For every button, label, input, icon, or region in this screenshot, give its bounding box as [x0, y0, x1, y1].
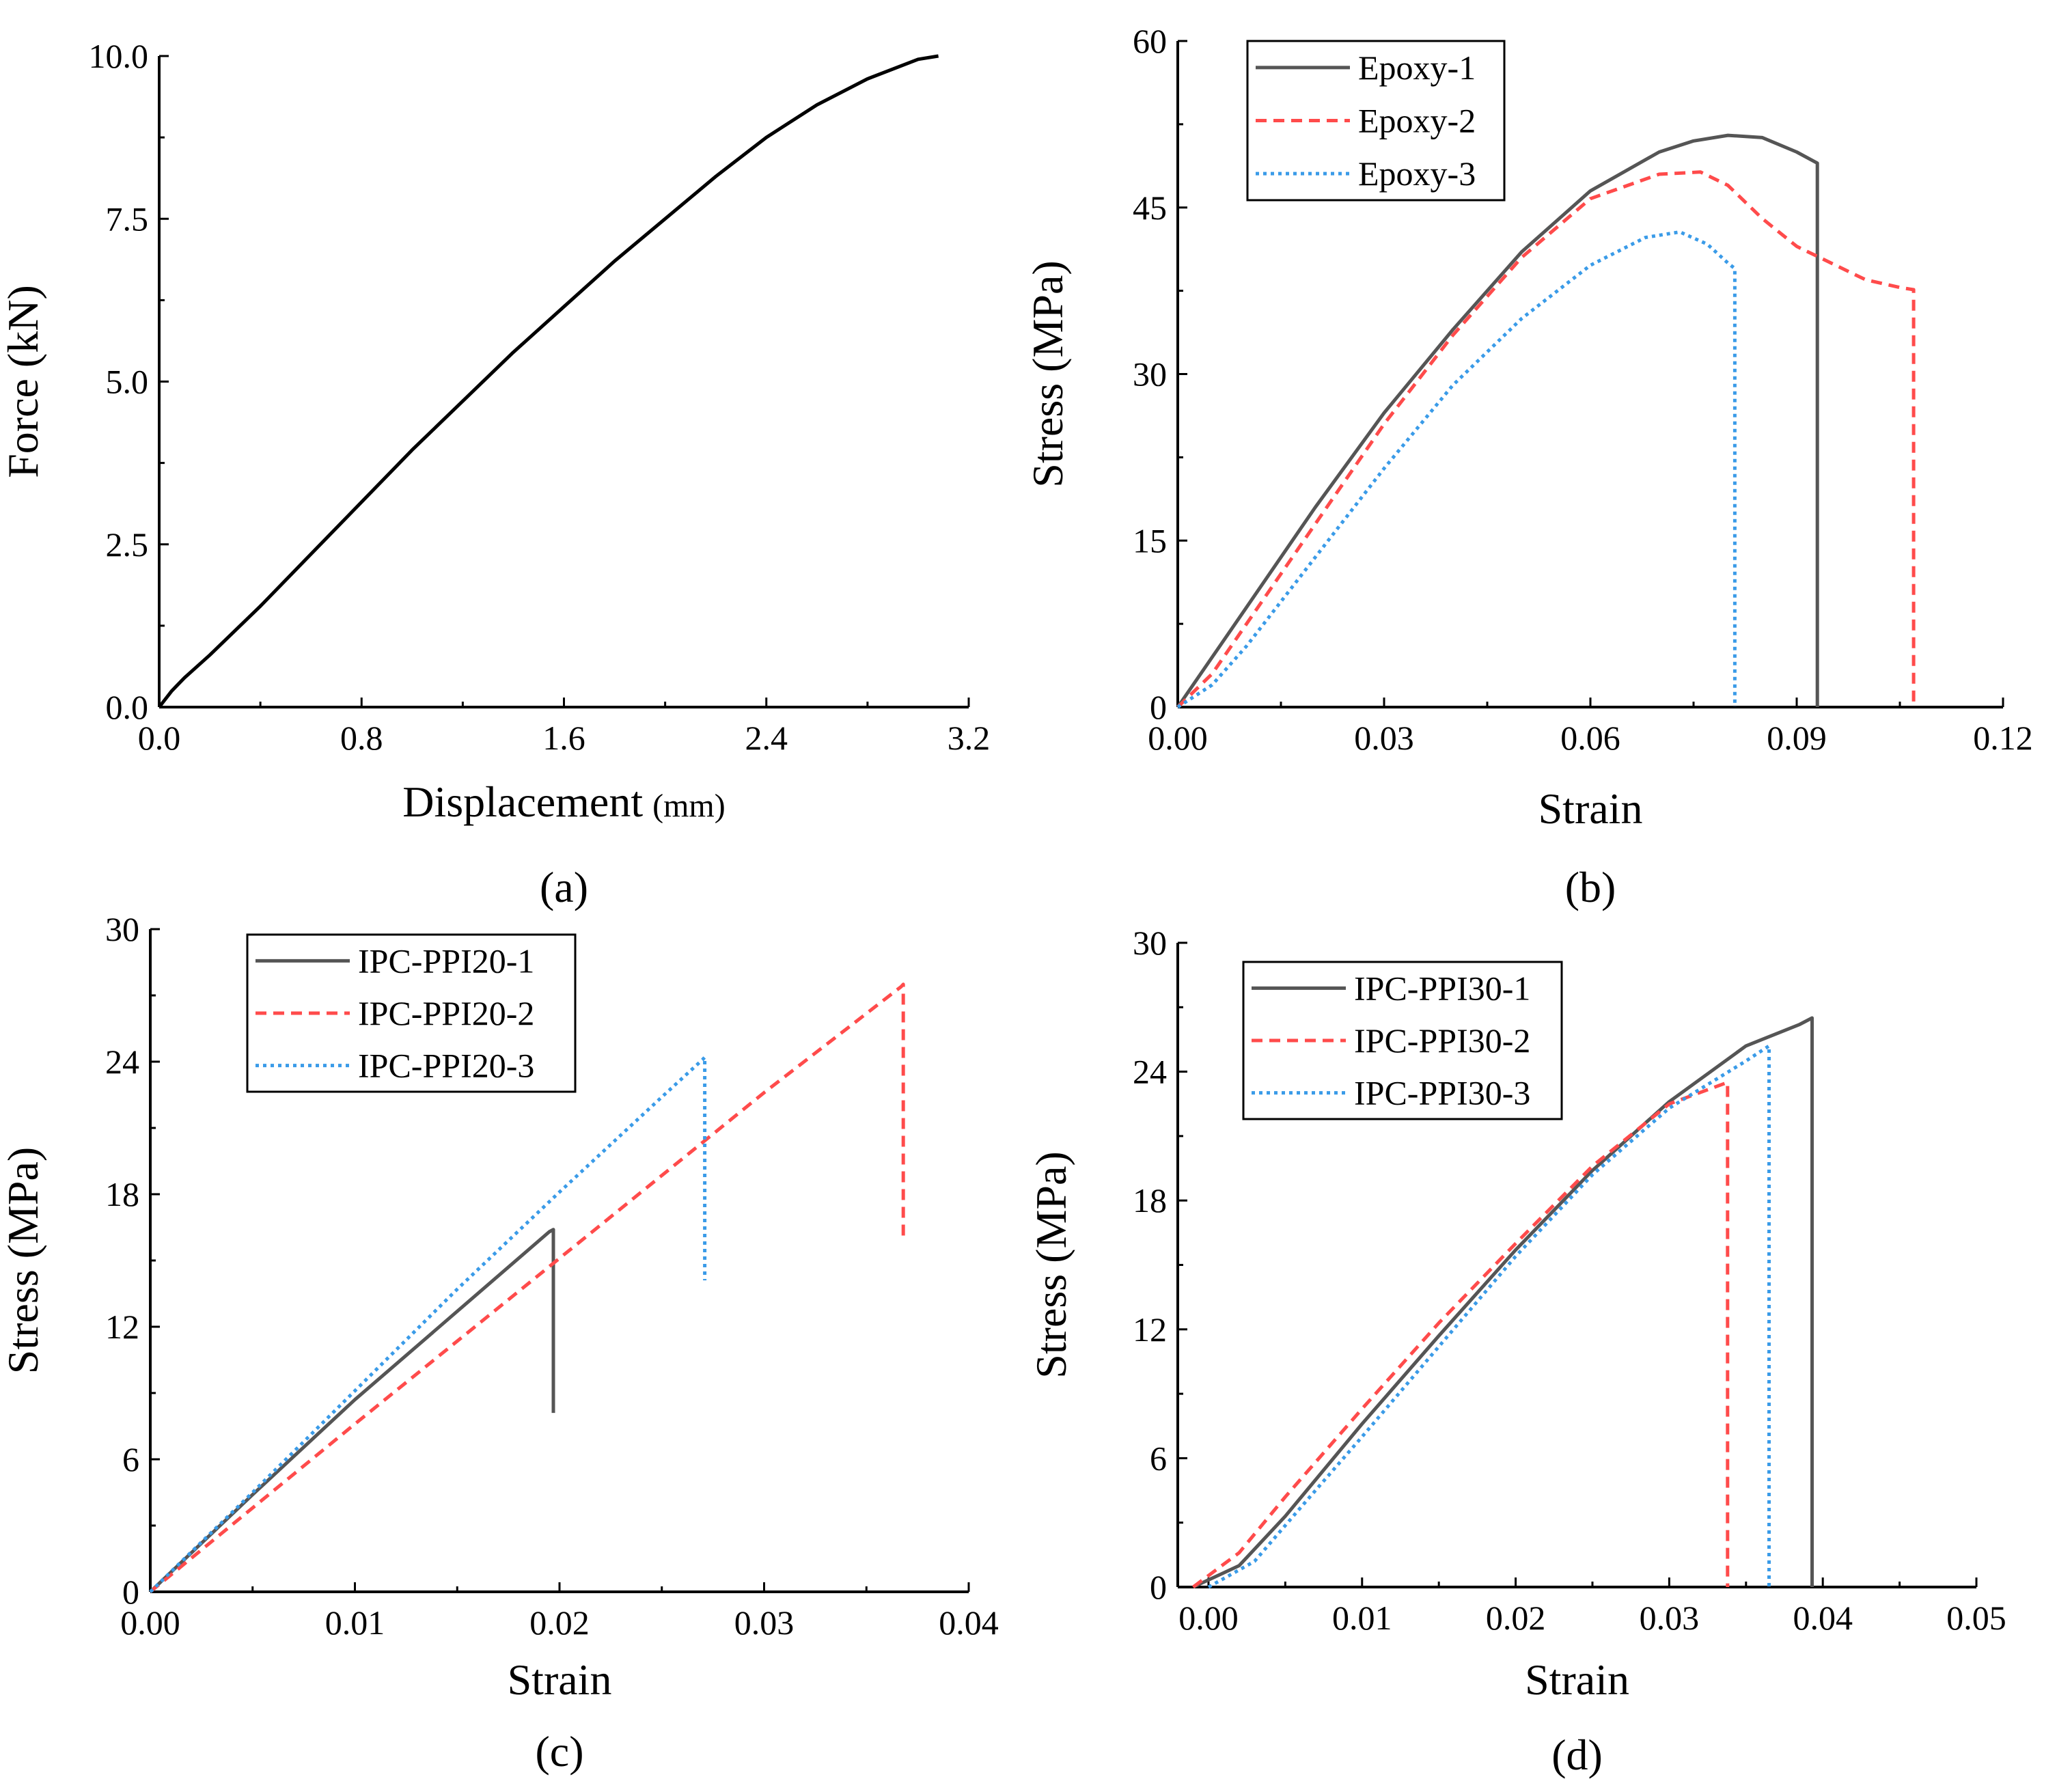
x-tick-label: 0.02	[1486, 1599, 1546, 1637]
legend: Epoxy-1 Epoxy-2 Epoxy-3	[1246, 40, 1506, 202]
y-tick-label: 2.5	[106, 525, 149, 564]
y-tick-label: 24	[1133, 1053, 1167, 1091]
x-axis-title: Displacement (mm)	[402, 777, 726, 826]
legend: IPC-PPI20-1 IPC-PPI20-2 IPC-PPI20-3	[246, 933, 577, 1093]
chart-panel-d: 0.00 0.01 0.02 0.03 0.04 0.05 0 6 12 18 24 30 Strain…	[1027, 924, 2006, 1779]
series-line-3	[1176, 230, 1737, 709]
chart-panel-a: 0.0 0.8 1.6 2.4 3.2 0.0 2.5 5.0 7.5 10.0 Displacem…	[0, 37, 990, 911]
legend-label: IPC-PPI30-3	[1354, 1074, 1530, 1112]
y-tick-label: 18	[105, 1175, 139, 1213]
y-tick-label: 0.0	[106, 688, 149, 726]
y-axis-title: Stress (MPa)	[1023, 260, 1072, 487]
series-line-2	[149, 982, 905, 1593]
x-axis-title: Strain	[1525, 1655, 1629, 1704]
x-tick-label: 0.05	[1946, 1599, 2006, 1637]
x-axis-title: Strain	[508, 1655, 612, 1704]
x-tick-label: 0.04	[939, 1603, 999, 1642]
panel-label: (d)	[1551, 1731, 1603, 1779]
legend: IPC-PPI30-1 IPC-PPI30-2 IPC-PPI30-3	[1242, 961, 1563, 1120]
y-tick-label: 6	[122, 1440, 139, 1478]
x-axis-title-text: Strain	[1525, 1655, 1629, 1704]
y-tick-label: 60	[1133, 22, 1167, 60]
series-line-3	[149, 1056, 707, 1593]
x-axis-title-text: Strain	[508, 1655, 612, 1704]
x-tick-label: 0.8	[340, 719, 383, 757]
legend-label: IPC-PPI30-1	[1354, 969, 1530, 1007]
y-tick-label: 0	[1150, 688, 1167, 726]
x-tick-label: 0.03	[734, 1603, 795, 1642]
y-axis-title: Stress (MPa)	[1027, 1151, 1075, 1378]
y-tick-label: 12	[105, 1308, 139, 1346]
y-tick-label: 7.5	[106, 199, 149, 238]
x-tick-label: 0.00	[120, 1603, 180, 1642]
x-axis-title: Strain	[1538, 784, 1643, 833]
y-tick-label: 10.0	[89, 37, 149, 75]
series-line-2	[1176, 170, 1916, 708]
y-tick-label: 24	[105, 1043, 139, 1081]
x-tick-label: 0.01	[1332, 1599, 1392, 1637]
y-tick-label: 45	[1133, 189, 1167, 227]
x-tick-label: 0.09	[1767, 719, 1827, 757]
x-tick-label: 0.04	[1793, 1599, 1853, 1637]
x-tick-label: 0.12	[1973, 719, 2033, 757]
y-tick-label: 6	[1150, 1439, 1167, 1477]
series-line-3	[1207, 1044, 1771, 1589]
legend-label: IPC-PPI20-3	[358, 1047, 534, 1085]
y-tick-label: 0	[1150, 1568, 1167, 1606]
y-tick-label: 5.0	[106, 363, 149, 401]
x-tick-label: 0.03	[1640, 1599, 1700, 1637]
x-axis-unit: (mm)	[652, 788, 726, 824]
panel-label: (c)	[535, 1727, 583, 1776]
panel-label: (a)	[540, 863, 588, 911]
series-line-1	[1176, 133, 1819, 708]
series-line-1	[149, 1228, 555, 1593]
y-tick-label: 15	[1133, 521, 1167, 560]
x-tick-label: 0.03	[1354, 719, 1414, 757]
x-tick-label: 1.6	[542, 719, 585, 757]
x-tick-label: 3.2	[948, 719, 991, 757]
legend-label: IPC-PPI20-2	[358, 994, 534, 1032]
x-tick-label: 0.02	[529, 1603, 590, 1642]
x-tick-label: 0.00	[1148, 719, 1208, 757]
y-tick-label: 30	[105, 910, 139, 948]
y-tick-label: 30	[1133, 355, 1167, 394]
y-axis-title: Stress (MPa)	[0, 1147, 47, 1374]
x-tick-label: 0.06	[1560, 719, 1620, 757]
y-tick-label: 30	[1133, 924, 1167, 962]
chart-panel-b: 0.00 0.03 0.06 0.09 0.12 0 15 30 45 60 Strain Stres…	[1023, 22, 2033, 911]
y-tick-label: 18	[1133, 1181, 1167, 1219]
legend-label: IPC-PPI30-2	[1354, 1021, 1530, 1060]
x-tick-label: 0.01	[325, 1603, 385, 1642]
legend-label: Epoxy-2	[1358, 102, 1476, 140]
y-axis-title: Force (kN)	[0, 285, 47, 478]
y-tick-label: 12	[1133, 1310, 1167, 1349]
x-tick-label: 0.0	[138, 719, 181, 757]
series-line-1	[158, 54, 939, 708]
chart-panel-c: 0.00 0.01 0.02 0.03 0.04 0 6 12 18 24 30 Strain Stre…	[0, 910, 999, 1776]
x-axis-title-text: Strain	[1538, 784, 1643, 833]
legend-label: Epoxy-3	[1358, 154, 1476, 193]
x-tick-label: 0.00	[1178, 1599, 1239, 1637]
legend-label: Epoxy-1	[1358, 49, 1476, 87]
y-tick-label: 0	[122, 1573, 139, 1611]
x-axis-title-text: Displacement	[402, 777, 643, 826]
panel-label: (b)	[1565, 863, 1616, 911]
series-line-1	[1192, 1016, 1814, 1589]
series-line-2	[1192, 1080, 1730, 1589]
x-tick-label: 2.4	[745, 719, 788, 757]
legend-label: IPC-PPI20-1	[358, 941, 534, 980]
